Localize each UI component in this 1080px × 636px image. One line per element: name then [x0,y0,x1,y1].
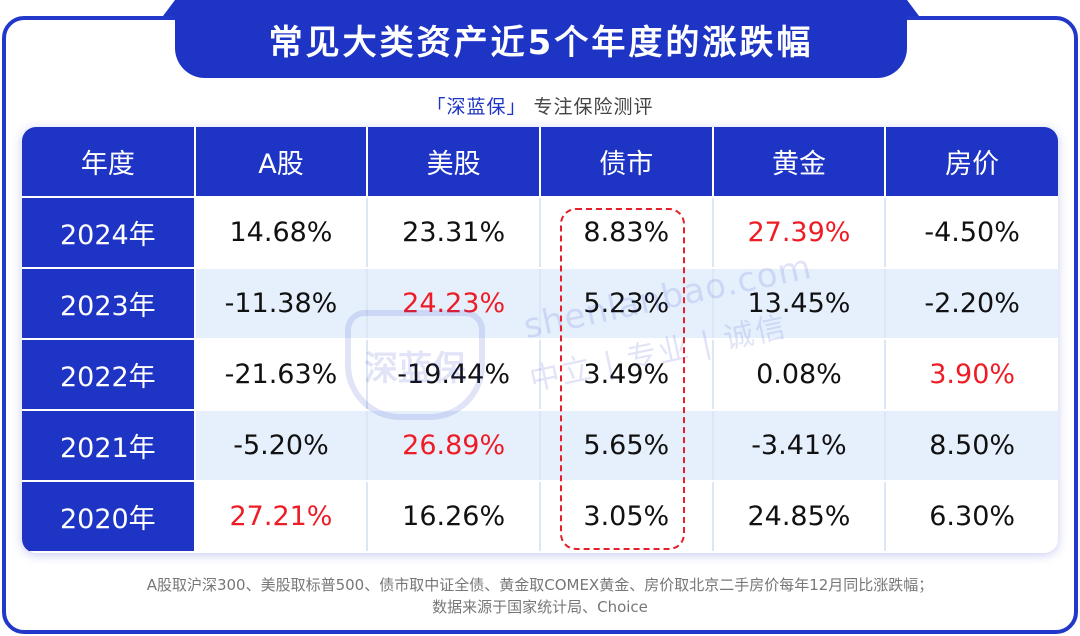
table-row: 2020年 27.21% 16.26% 3.05% 24.85% 6.30% [22,481,1058,553]
table-row: 2023年 -11.38% 24.23% 5.23% 13.45% -2.20% [22,268,1058,340]
cell-gold: 24.85% [712,481,887,553]
cell-us-stock: 23.31% [367,197,541,269]
cell-bond: 8.83% [539,197,714,269]
row-year: 2024年 [22,197,196,269]
cell-housing: -2.20% [885,268,1058,340]
table-row: 2024年 14.68% 23.31% 8.83% 27.39% -4.50% [22,197,1058,269]
cell-bond: 5.23% [539,268,714,340]
table-row: 2021年 -5.20% 26.89% 5.65% -3.41% 8.50% [22,410,1058,482]
row-year: 2023年 [22,268,196,340]
row-year: 2022年 [22,339,196,411]
cell-a-share: 27.21% [194,481,369,553]
table-header-row: 年度 A股 美股 债市 黄金 房价 [22,127,1058,198]
cell-us-stock: 24.23% [367,268,541,340]
header-housing: 房价 [885,127,1058,198]
returns-table-container: 年度 A股 美股 债市 黄金 房价 2024年 14.68% 23.31% 8.83%… [22,127,1058,553]
footnote-line-2: 数据来源于国家统计局、Choice [432,598,648,616]
returns-table: 年度 A股 美股 债市 黄金 房价 2024年 14.68% 23.31% 8.83%… [22,127,1058,553]
cell-housing: 3.90% [885,339,1058,411]
cell-housing: 6.30% [885,481,1058,553]
row-year: 2021年 [22,410,196,482]
cell-gold: 0.08% [712,339,887,411]
footnote-line-1: A股取沪深300、美股取标普500、债市取中证全债、黄金取COMEX黄金、房价取… [146,576,934,594]
brand-line: 「深蓝保」 专注保险测评 [0,92,1080,119]
footnote: A股取沪深300、美股取标普500、债市取中证全债、黄金取COMEX黄金、房价取… [0,574,1080,618]
cell-a-share: 14.68% [194,197,369,269]
cell-a-share: -5.20% [194,410,369,482]
title-banner: 常见大类资产近5个年度的涨跌幅 [163,0,919,78]
cell-gold: 13.45% [712,268,887,340]
cell-bond: 3.49% [539,339,714,411]
cell-gold: -3.41% [712,410,887,482]
table-row: 2022年 -21.63% -19.44% 3.49% 0.08% 3.90% [22,339,1058,411]
header-gold: 黄金 [712,127,887,198]
row-year: 2020年 [22,481,196,553]
cell-us-stock: -19.44% [367,339,541,411]
header-us-stock: 美股 [367,127,541,198]
cell-housing: 8.50% [885,410,1058,482]
cell-bond: 3.05% [539,481,714,553]
page-title: 常见大类资产近5个年度的涨跌幅 [268,22,814,63]
cell-housing: -4.50% [885,197,1058,269]
cell-bond: 5.65% [539,410,714,482]
cell-a-share: -11.38% [194,268,369,340]
header-bond: 债市 [539,127,714,198]
cell-a-share: -21.63% [194,339,369,411]
cell-gold: 27.39% [712,197,887,269]
cell-us-stock: 16.26% [367,481,541,553]
header-year: 年度 [22,127,196,198]
brand-tagline: 专注保险测评 [533,96,654,118]
header-a-share: A股 [194,127,369,198]
cell-us-stock: 26.89% [367,410,541,482]
brand-name: 「深蓝保」 [426,96,527,118]
